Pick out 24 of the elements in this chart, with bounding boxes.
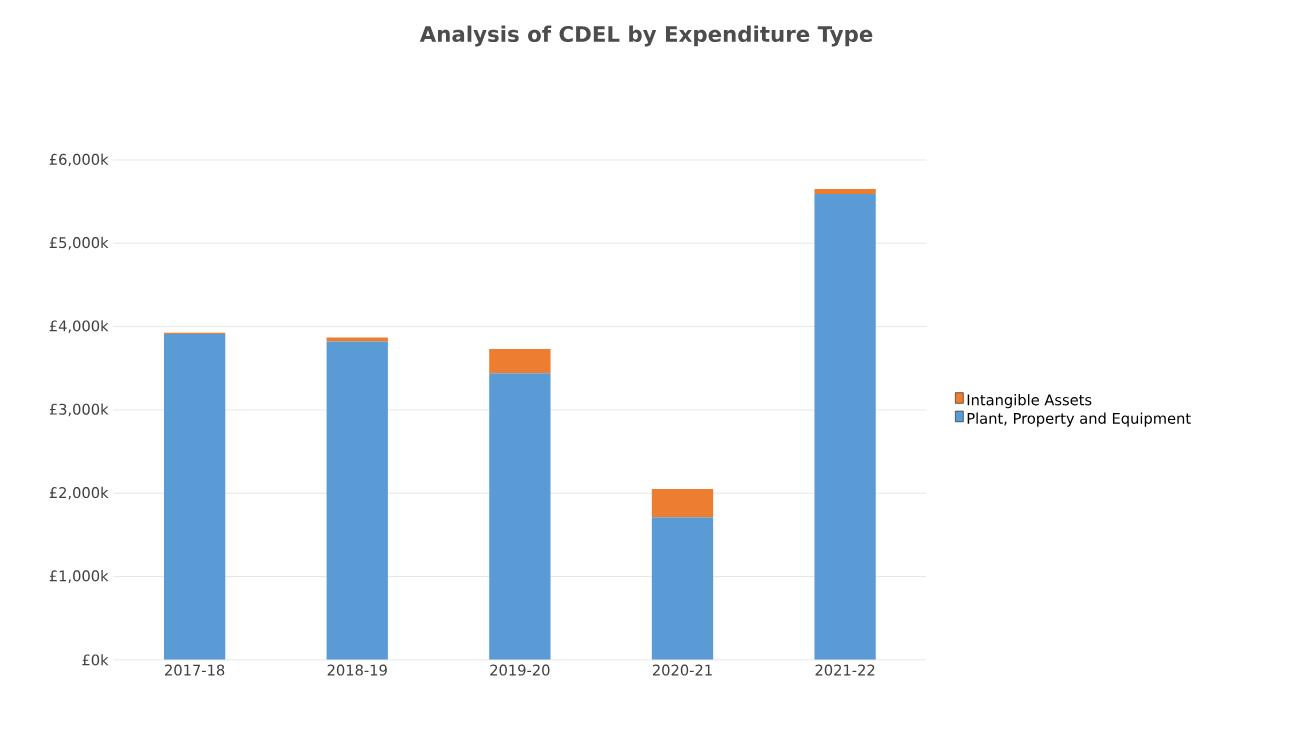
x-tick-label: 2019-20 (490, 664, 550, 676)
x-tick-label: 2020-21 (652, 664, 712, 676)
bar (326, 341, 388, 660)
y-tick-label: £0k (82, 654, 109, 666)
bar (651, 517, 714, 660)
legend-label: Plant, Property and Equipment (967, 412, 1191, 427)
x-tick-label: 2017-18 (165, 664, 225, 676)
bar (326, 337, 388, 342)
legend-label: Intangible Assets (967, 394, 1092, 409)
bar (814, 189, 876, 195)
y-tick-label: £4,000k (49, 320, 109, 333)
y-tick-label: £6,000k (49, 153, 109, 167)
y-tick-label: £3,000k (49, 403, 109, 417)
bar (651, 488, 714, 518)
y-tick-label: £1,000k (49, 570, 109, 583)
bar (489, 373, 551, 660)
bar (163, 334, 226, 660)
x-tick-label: 2021-22 (815, 664, 875, 676)
chart-title: Analysis of CDEL by Expenditure Type (419, 25, 873, 47)
bar (489, 349, 551, 374)
y-tick-label: £2,000k (49, 486, 109, 500)
y-tick-label: £5,000k (49, 236, 109, 250)
bar (814, 194, 876, 660)
x-tick-label: 2018-19 (327, 664, 387, 676)
